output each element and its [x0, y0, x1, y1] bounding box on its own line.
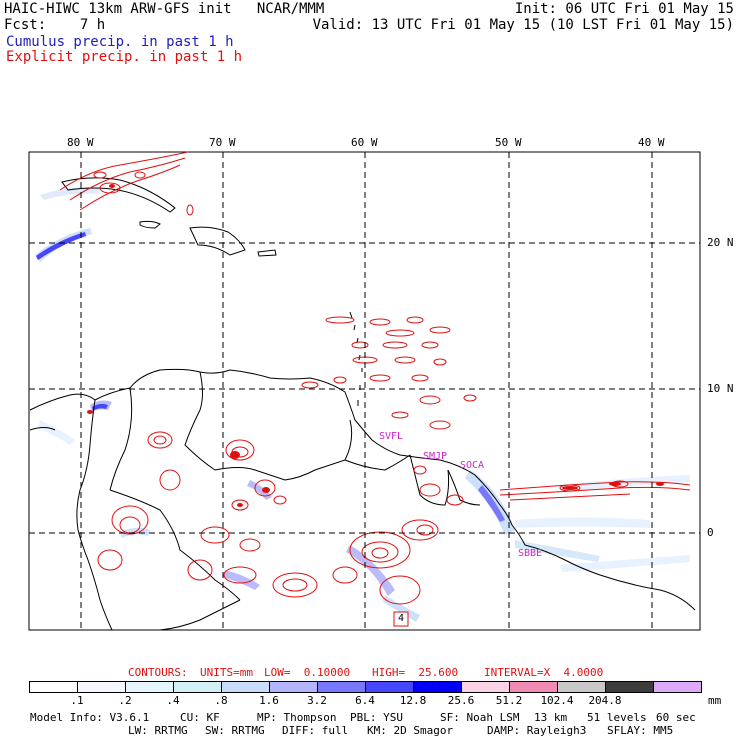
- model-info-damp: DAMP: Rayleigh3: [487, 724, 587, 737]
- model-info-sflay: SFLAY: MM5: [607, 724, 674, 737]
- contours-prefix: CONTOURS:: [128, 666, 188, 679]
- model-info-version: Model Info: V3.6.1: [30, 711, 150, 724]
- lon-label-60w: 60 W: [351, 136, 378, 149]
- colorbar-label: .2: [118, 694, 132, 707]
- model-info-timestep: 60 sec: [656, 711, 696, 724]
- model-info-lw: LW: RRTMG: [128, 724, 188, 737]
- max-marker-box: [393, 611, 409, 627]
- colorbar-swatch: [77, 681, 126, 693]
- colorbar-unit: mm: [708, 694, 722, 707]
- forecast-hour: Fcst: 7 h: [4, 17, 106, 33]
- colorbar-swatch: [221, 681, 270, 693]
- init-time: Init: 06 UTC Fri 01 May 15: [514, 1, 734, 17]
- contours-units: UNITS=mm: [200, 666, 253, 679]
- colorbar-swatch: [605, 681, 654, 693]
- colorbar-swatch: [29, 681, 78, 693]
- colorbar-swatch: [557, 681, 606, 693]
- model-info-diff: DIFF: full: [282, 724, 349, 737]
- lon-label-70w: 70 W: [209, 136, 236, 149]
- explicit-precip-strong: [87, 184, 664, 507]
- contours-high: HIGH= 25.600: [372, 666, 459, 679]
- colorbar-swatch: [413, 681, 462, 693]
- model-info-mp: MP: Thompson: [257, 711, 337, 724]
- lon-label-50w: 50 W: [495, 136, 522, 149]
- colorbar-label: 204.8: [588, 694, 622, 707]
- model-info-pbl: PBL: YSU: [350, 711, 403, 724]
- colorbar-swatch: [461, 681, 510, 693]
- lon-label-40w: 40 W: [638, 136, 665, 149]
- max-marker-label: 4: [398, 613, 405, 624]
- station-soca: SOCA: [460, 460, 485, 471]
- explicit-precip: [59, 151, 691, 605]
- model-info-res: 13 km: [534, 711, 568, 724]
- station-svfl: SVFL: [379, 431, 404, 442]
- colorbar-label: 51.2: [495, 694, 523, 707]
- model-info-sw: SW: RRTMG: [205, 724, 265, 737]
- colorbar-label: 25.6: [447, 694, 475, 707]
- coastlines: [29, 177, 696, 631]
- model-info-sf: SF: Noah LSM: [440, 711, 520, 724]
- valid-time: Valid: 13 UTC Fri 01 May 15 (10 LST Fri …: [312, 17, 734, 33]
- colorbar-label: 102.4: [540, 694, 574, 707]
- colorbar-swatch: [173, 681, 222, 693]
- model-info-km: KM: 2D Smagor: [367, 724, 454, 737]
- contours-interval: INTERVAL=X 4.0000: [484, 666, 604, 679]
- lat-label-10n: 10 N: [707, 382, 734, 395]
- cumulus-precip-strong: [36, 232, 505, 522]
- model-info-cu: CU: KF: [180, 711, 220, 724]
- lat-label-20n: 20 N: [707, 236, 734, 249]
- legend-explicit: Explicit precip. in past 1 h: [6, 49, 243, 65]
- lat-label-0: 0: [707, 526, 714, 539]
- colorbar-label: .4: [166, 694, 180, 707]
- station-sbbe: SBBE: [518, 548, 543, 559]
- colorbar-label: .1: [70, 694, 84, 707]
- colorbar-label: .8: [214, 694, 228, 707]
- lat-lon-grid: [29, 152, 700, 630]
- colorbar-label: 1.6: [259, 694, 279, 707]
- colorbar-label: 3.2: [307, 694, 327, 707]
- colorbar-swatch: [317, 681, 366, 693]
- plot-title: HAIC-HIWC 13km ARW-GFS init NCAR/MMM: [4, 1, 325, 17]
- colorbar-swatch: [653, 681, 702, 693]
- lon-label-80w: 80 W: [67, 136, 94, 149]
- cumulus-precip: [35, 187, 690, 622]
- colorbar-swatch: [365, 681, 414, 693]
- colorbar-swatch: [125, 681, 174, 693]
- colorbar-label: 6.4: [355, 694, 375, 707]
- colorbar-swatch: [269, 681, 318, 693]
- station-smjp: SMJP: [423, 451, 448, 462]
- colorbar-label: 12.8: [399, 694, 427, 707]
- colorbar-swatch: [509, 681, 558, 693]
- contours-low: LOW= 0.10000: [264, 666, 351, 679]
- legend-cumulus: Cumulus precip. in past 1 h: [6, 34, 234, 50]
- model-info-levels: 51 levels: [587, 711, 647, 724]
